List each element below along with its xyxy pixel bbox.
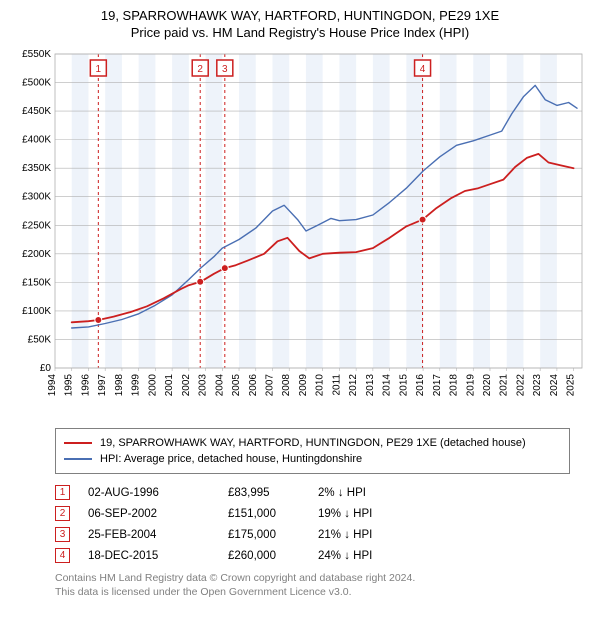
x-tick-label: 2003 — [198, 374, 209, 397]
x-tick-label: 2010 — [315, 374, 326, 397]
x-tick-label: 2011 — [331, 374, 342, 396]
x-tick-label: 2000 — [147, 374, 158, 397]
chart-titles: 19, SPARROWHAWK WAY, HARTFORD, HUNTINGDO… — [10, 8, 590, 40]
plot-area: £0 £50K £100K £150K £200K £250K £300K £350K £400… — [10, 48, 590, 418]
sales-row: 2 06-SEP-2002£151,00019% ↓ HPI — [55, 503, 570, 524]
sales-row-diff: 19% ↓ HPI — [318, 508, 428, 520]
sales-row-diff: 21% ↓ HPI — [318, 529, 428, 541]
x-tick-label: 2004 — [214, 374, 225, 397]
sales-row: 4 18-DEC-2015£260,00024% ↓ HPI — [55, 545, 570, 566]
sales-row: 1 02-AUG-1996£83,9952% ↓ HPI — [55, 482, 570, 503]
y-tick-label: £300K — [22, 192, 51, 203]
x-tick-label: 2006 — [248, 374, 259, 397]
y-tick-label: £450K — [22, 106, 51, 117]
x-tick-label: 2007 — [264, 374, 275, 397]
sales-row-badge: 3 — [55, 527, 70, 542]
sales-row-diff: 2% ↓ HPI — [318, 487, 428, 499]
legend: 19, SPARROWHAWK WAY, HARTFORD, HUNTINGDO… — [55, 428, 570, 474]
x-tick-label: 2016 — [415, 374, 426, 397]
x-tick-label: 2005 — [231, 374, 242, 397]
x-tick-label: 2017 — [432, 374, 443, 397]
sale-point — [419, 216, 426, 223]
x-tick-label: 2001 — [164, 374, 175, 397]
x-tick-label: 1995 — [64, 374, 75, 397]
legend-item: 19, SPARROWHAWK WAY, HARTFORD, HUNTINGDO… — [64, 435, 561, 451]
sales-row-price: £260,000 — [228, 550, 318, 562]
y-tick-label: £350K — [22, 163, 51, 174]
x-tick-label: 2013 — [365, 374, 376, 397]
sale-badge-label: 2 — [197, 64, 203, 75]
chart-svg: £0 £50K £100K £150K £200K £250K £300K £350K £400… — [10, 48, 590, 418]
x-tick-label: 1997 — [97, 374, 108, 397]
legend-swatch — [64, 458, 92, 460]
sales-row-price: £151,000 — [228, 508, 318, 520]
sale-point — [95, 317, 102, 324]
title-line-1: 19, SPARROWHAWK WAY, HARTFORD, HUNTINGDO… — [10, 8, 590, 23]
title-line-2: Price paid vs. HM Land Registry's House … — [10, 25, 590, 40]
x-tick-label: 2025 — [566, 374, 577, 397]
x-tick-label: 1994 — [47, 374, 58, 397]
sales-row-badge: 2 — [55, 506, 70, 521]
x-tick-label: 2023 — [532, 374, 543, 397]
footer-attribution: Contains HM Land Registry data © Crown c… — [55, 572, 570, 599]
sale-badge-label: 1 — [96, 64, 102, 75]
sale-badge-label: 3 — [222, 64, 228, 75]
legend-label: 19, SPARROWHAWK WAY, HARTFORD, HUNTINGDO… — [100, 437, 526, 449]
sales-row-date: 25-FEB-2004 — [88, 529, 228, 541]
sales-row-diff: 24% ↓ HPI — [318, 550, 428, 562]
y-tick-label: £400K — [22, 135, 51, 146]
x-tick-label: 1998 — [114, 374, 125, 397]
sales-row-date: 06-SEP-2002 — [88, 508, 228, 520]
legend-item: HPI: Average price, detached house, Hunt… — [64, 451, 561, 467]
x-tick-label: 2019 — [465, 374, 476, 397]
y-tick-label: £500K — [22, 78, 51, 89]
x-tick-label: 2014 — [382, 374, 393, 397]
sales-row-badge: 1 — [55, 485, 70, 500]
footer-line-1: Contains HM Land Registry data © Crown c… — [55, 572, 570, 586]
sale-point — [221, 265, 228, 272]
sales-row-badge: 4 — [55, 548, 70, 563]
y-tick-label: £100K — [22, 306, 51, 317]
sales-row: 3 25-FEB-2004£175,00021% ↓ HPI — [55, 524, 570, 545]
sale-point — [197, 278, 204, 285]
x-tick-label: 2002 — [181, 374, 192, 397]
y-tick-label: £200K — [22, 249, 51, 260]
sales-table: 102-AUG-1996£83,9952% ↓ HPI206-SEP-2002£… — [55, 482, 570, 566]
x-tick-label: 1996 — [80, 374, 91, 397]
x-tick-label: 2012 — [348, 374, 359, 397]
legend-swatch — [64, 442, 92, 444]
sales-row-date: 02-AUG-1996 — [88, 487, 228, 499]
x-tick-label: 2008 — [281, 374, 292, 397]
y-tick-label: £150K — [22, 277, 51, 288]
x-tick-label: 2009 — [298, 374, 309, 397]
x-tick-label: 1999 — [131, 374, 142, 397]
y-tick-label: £250K — [22, 220, 51, 231]
sales-row-date: 18-DEC-2015 — [88, 550, 228, 562]
x-tick-label: 2022 — [515, 374, 526, 397]
x-tick-label: 2021 — [499, 374, 510, 397]
legend-label: HPI: Average price, detached house, Hunt… — [100, 453, 362, 465]
sales-row-price: £83,995 — [228, 487, 318, 499]
y-tick-label: £50K — [28, 334, 52, 345]
x-tick-label: 2015 — [398, 374, 409, 397]
sale-badge-label: 4 — [420, 64, 426, 75]
chart-container: 19, SPARROWHAWK WAY, HARTFORD, HUNTINGDO… — [0, 0, 600, 609]
y-tick-label: £0 — [40, 363, 52, 374]
footer-line-2: This data is licensed under the Open Gov… — [55, 586, 570, 600]
y-tick-label: £550K — [22, 49, 51, 60]
x-tick-label: 2020 — [482, 374, 493, 397]
x-tick-label: 2018 — [449, 374, 460, 397]
x-tick-label: 2024 — [549, 374, 560, 397]
sales-row-price: £175,000 — [228, 529, 318, 541]
